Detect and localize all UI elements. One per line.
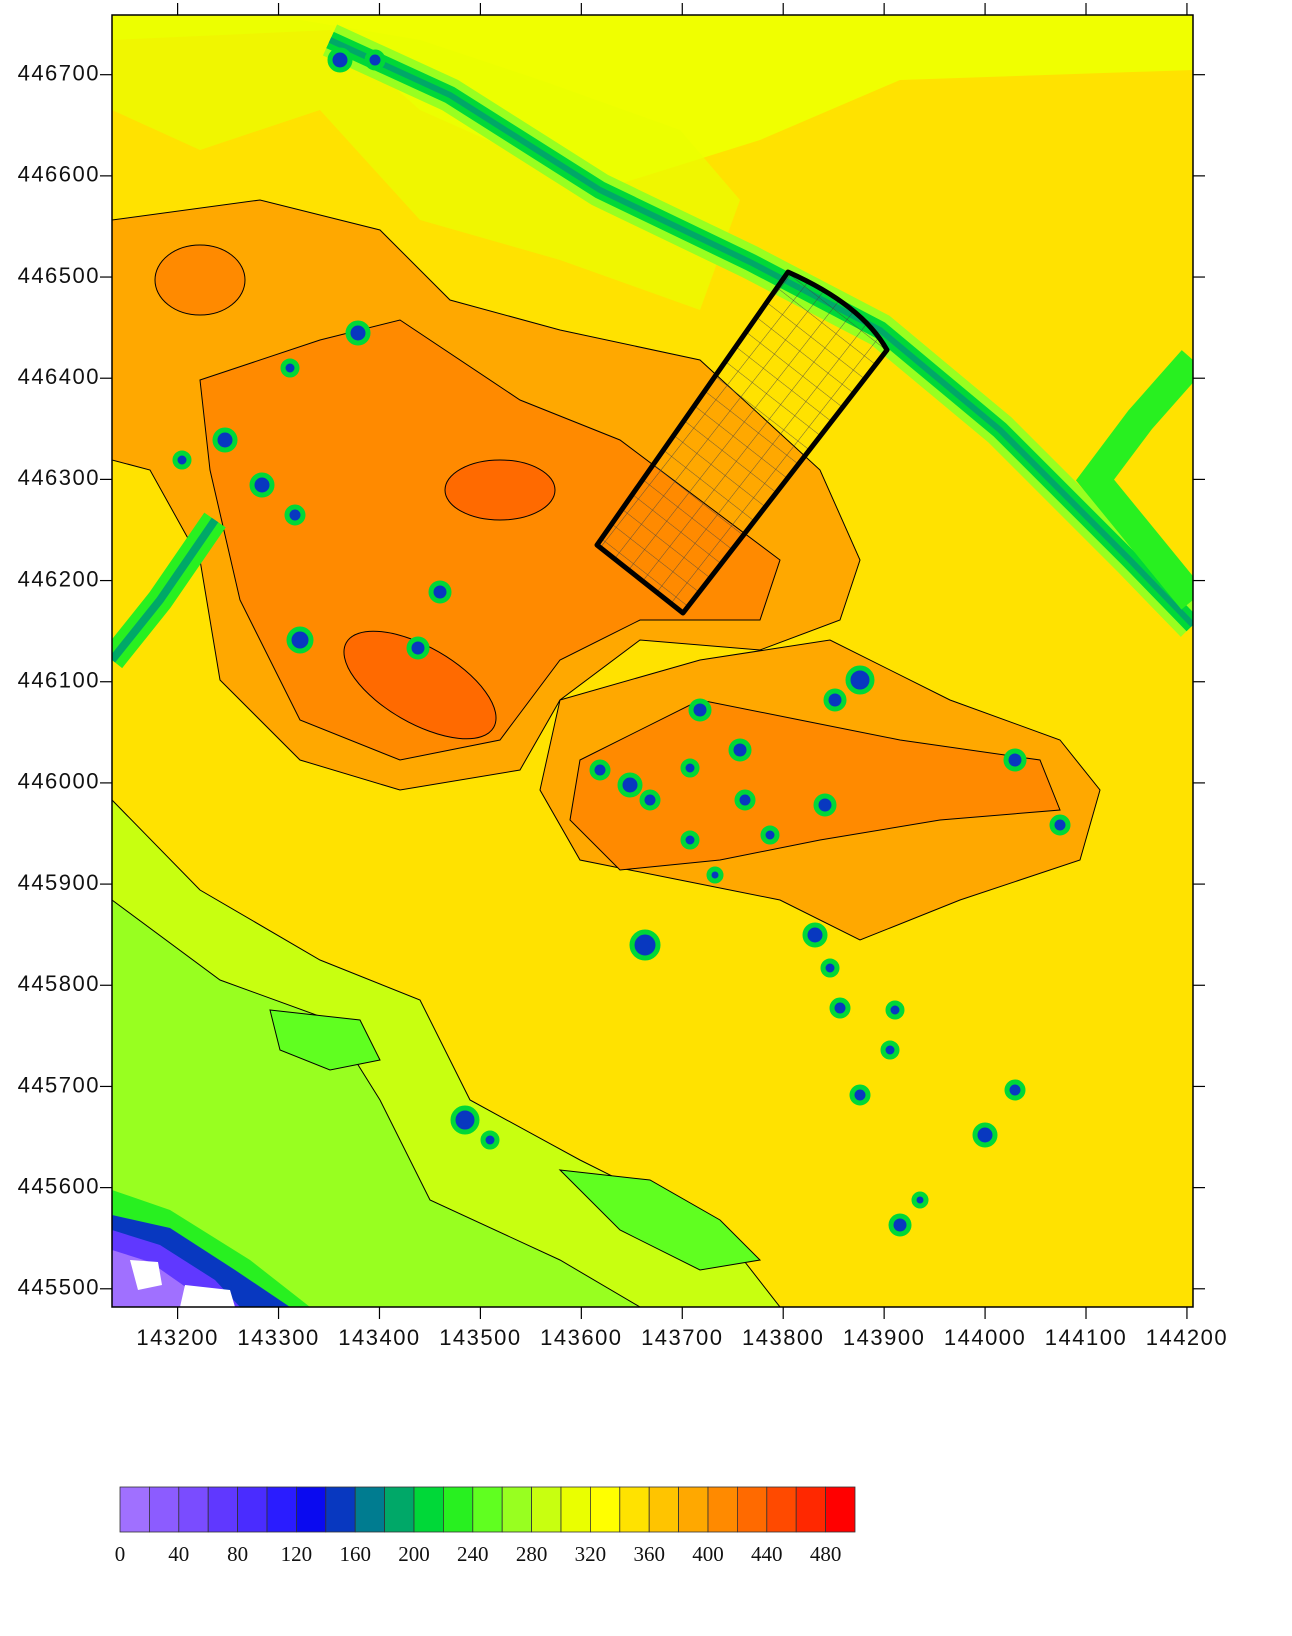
colorbar-cell bbox=[119, 1486, 150, 1533]
study-area bbox=[594, 269, 890, 616]
colorbar-cell bbox=[825, 1486, 856, 1533]
colorbar-cell bbox=[795, 1486, 827, 1533]
colorbar-label: 320 bbox=[575, 1542, 607, 1566]
field-region bbox=[154, 244, 246, 316]
y-tick-label: 445500 bbox=[18, 1275, 100, 1300]
colorbar-label: 280 bbox=[516, 1542, 548, 1566]
x-tick-label: 143900 bbox=[843, 1325, 925, 1350]
field-region bbox=[569, 699, 1061, 871]
y-tick-label: 445700 bbox=[18, 1072, 100, 1097]
x-tick-label: 144100 bbox=[1045, 1325, 1127, 1350]
colorbar-label: 0 bbox=[115, 1542, 126, 1566]
colorbar-cell bbox=[472, 1486, 503, 1533]
contour-field bbox=[112, 15, 1193, 1307]
colorbar-cell bbox=[560, 1486, 591, 1533]
depressions bbox=[172, 47, 1071, 1237]
y-tick-label: 445800 bbox=[18, 971, 100, 996]
field-region bbox=[112, 899, 641, 1307]
y-tick-label: 446500 bbox=[18, 263, 100, 288]
colorbar-label: 120 bbox=[281, 1542, 313, 1566]
colorbar-cell bbox=[178, 1486, 209, 1533]
colorbar-label: 160 bbox=[339, 1542, 371, 1566]
colorbar-cell bbox=[619, 1486, 650, 1533]
valley bbox=[112, 517, 219, 663]
field-region bbox=[112, 20, 740, 310]
colorbar-cell bbox=[266, 1486, 297, 1533]
y-tick-label: 446200 bbox=[18, 566, 100, 591]
x-tick-label: 143500 bbox=[439, 1325, 521, 1350]
x-tick-label: 143700 bbox=[641, 1325, 723, 1350]
y-tick-label: 446600 bbox=[18, 162, 100, 187]
colorbar-cell bbox=[295, 1486, 327, 1533]
x-tick-label: 143200 bbox=[136, 1325, 218, 1350]
colorbar-cell bbox=[590, 1486, 621, 1533]
field-region bbox=[558, 1169, 762, 1271]
colorbar-label: 480 bbox=[810, 1542, 842, 1566]
colorbar-cell bbox=[531, 1486, 562, 1533]
x-tick-label: 144200 bbox=[1146, 1325, 1228, 1350]
colorbar-label: 240 bbox=[457, 1542, 489, 1566]
field-region bbox=[444, 459, 556, 521]
y-tick-label: 446000 bbox=[18, 769, 100, 794]
colorbar-cell bbox=[325, 1486, 356, 1533]
colorbar-cell bbox=[737, 1486, 768, 1533]
colorbar-cell bbox=[442, 1486, 474, 1533]
y-tick-label: 446300 bbox=[18, 465, 100, 490]
y-tick-label: 445600 bbox=[18, 1173, 100, 1198]
colorbar-cell bbox=[354, 1486, 386, 1533]
x-tick-label: 143300 bbox=[237, 1325, 319, 1350]
valley bbox=[1075, 350, 1193, 610]
x-tick-label: 143800 bbox=[742, 1325, 824, 1350]
colorbar-cell bbox=[648, 1486, 680, 1533]
y-tick-label: 446700 bbox=[18, 61, 100, 86]
colorbar-cell bbox=[148, 1486, 180, 1533]
colorbar-cell bbox=[678, 1486, 709, 1533]
field-region bbox=[130, 1260, 235, 1307]
colorbar-cell bbox=[384, 1486, 415, 1533]
y-tick-label: 446100 bbox=[18, 668, 100, 693]
field-region bbox=[343, 630, 497, 740]
colorbar-cell bbox=[766, 1486, 797, 1533]
x-tick-label: 143600 bbox=[540, 1325, 622, 1350]
colorbar-cell bbox=[501, 1486, 533, 1533]
field-region bbox=[269, 1009, 381, 1071]
colorbar-label: 80 bbox=[227, 1542, 248, 1566]
colorbar-cell bbox=[207, 1486, 238, 1533]
colorbar-label: 400 bbox=[692, 1542, 724, 1566]
plot-frame bbox=[111, 14, 1194, 1308]
colorbar-cell bbox=[237, 1486, 268, 1533]
colorbar-label: 440 bbox=[751, 1542, 783, 1566]
x-tick-label: 143400 bbox=[338, 1325, 420, 1350]
colorbar-label: 40 bbox=[168, 1542, 189, 1566]
y-tick-label: 446400 bbox=[18, 364, 100, 389]
colorbar-label: 200 bbox=[398, 1542, 430, 1566]
colorbar-cell bbox=[707, 1486, 738, 1533]
colorbar-label: 360 bbox=[633, 1542, 665, 1566]
y-tick-label: 445900 bbox=[18, 870, 100, 895]
x-tick-label: 144000 bbox=[944, 1325, 1026, 1350]
colorbar-cell bbox=[413, 1486, 444, 1533]
